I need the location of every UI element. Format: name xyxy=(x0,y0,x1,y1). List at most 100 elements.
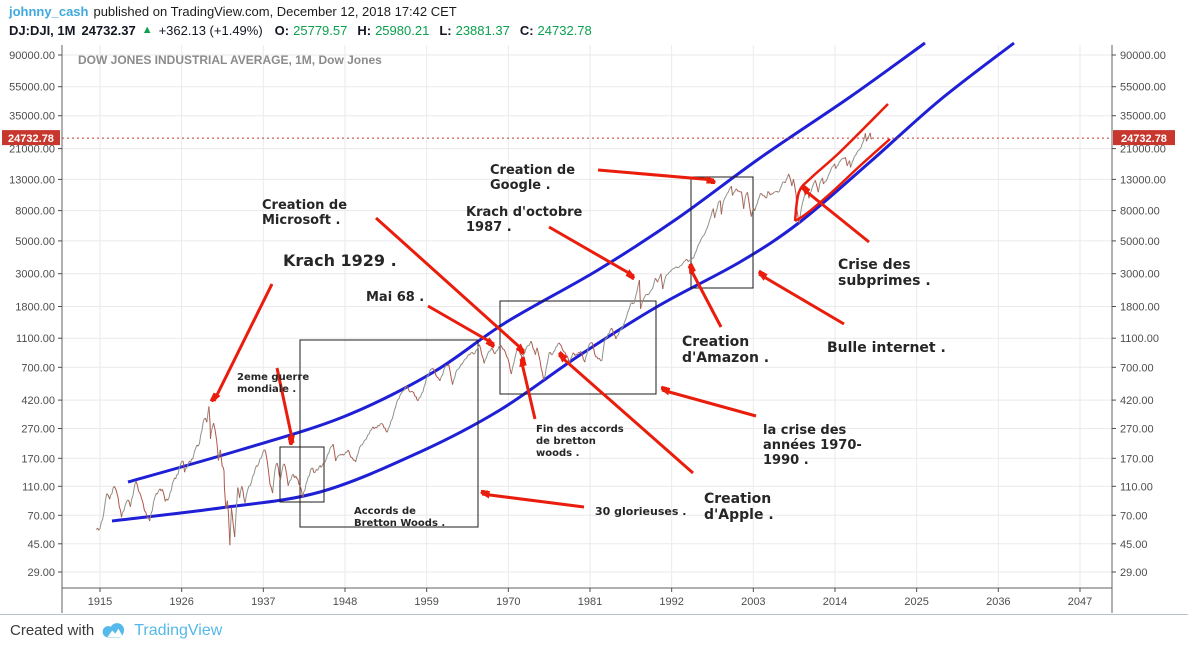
ohlc-value: 25779.57 xyxy=(293,23,348,38)
ohlc-label: O: xyxy=(274,23,290,38)
last-price-tags: 24732.78 24732.78 xyxy=(2,130,1175,146)
label-2eme-guerre-mondiale: 2eme guerre mondiale . xyxy=(237,372,309,395)
chart-title: DOW JONES INDUSTRIAL AVERAGE, 1M, Dow Jo… xyxy=(78,53,382,67)
y-tick-label: 13000.00 xyxy=(9,174,55,186)
megaphone-lower-curve xyxy=(794,138,891,223)
publish-info-line: johnny_cash published on TradingView.com,… xyxy=(9,4,592,19)
y-tick-label: 8000.00 xyxy=(15,206,55,218)
y-tick-label: 420.00 xyxy=(1120,395,1154,407)
last-price-value: 24732.37 xyxy=(81,23,136,38)
y-tick-label: 110.00 xyxy=(22,481,55,493)
y-tick-label: 1800.00 xyxy=(1120,302,1160,314)
x-tick-label: 1937 xyxy=(251,596,275,608)
annotation-labels: Creation de Google . Creation de Microsoft … xyxy=(237,163,946,529)
y-axis-right[interactable]: 90000.00 55000.00 35000.00 21000.00 13000.00… xyxy=(1112,50,1166,579)
arrow-creation-google xyxy=(597,168,714,180)
x-tick-label: 1915 xyxy=(88,596,112,608)
label-accords-bretton-woods: Accords de Bretton Woods . xyxy=(354,506,445,529)
x-axis[interactable]: 1915 1926 1937 1948 1959 1970 1981 1992 2003 2014… xyxy=(88,588,1092,608)
arrow-30-glorieuses xyxy=(482,494,585,509)
label-krach-1929: Krach 1929 . xyxy=(283,251,397,270)
y-tick-label: 70.00 xyxy=(27,510,55,522)
y-axis-left[interactable]: 90000.00 55000.00 35000.00 21000.00 13000.00… xyxy=(9,50,62,579)
price-tag-right-value: 24732.78 xyxy=(1121,133,1167,145)
plot-border xyxy=(0,45,1188,615)
footer: Created with TradingView xyxy=(10,621,222,640)
published-text: published on TradingView.com, December 1… xyxy=(93,4,457,19)
arrow-crise-1970-1990 xyxy=(662,390,757,418)
x-tick-label: 2003 xyxy=(741,596,765,608)
y-tick-label: 1100.00 xyxy=(1120,333,1159,345)
y-tick-label: 70.00 xyxy=(1120,510,1148,522)
y-tick-label: 1800.00 xyxy=(15,302,55,314)
price-series xyxy=(95,132,873,546)
price-change: +362.13 (+1.49%) xyxy=(158,23,263,38)
username-link[interactable]: johnny_cash xyxy=(9,4,89,19)
ohlc-values: O: 25779.57 H: 25980.21 L: 23881.37 C: 24732.78 xyxy=(269,23,592,38)
y-tick-label: 90000.00 xyxy=(9,50,55,62)
label-creation-google: Creation de Google . xyxy=(490,163,575,193)
price-tag-left-value: 24732.78 xyxy=(8,133,54,145)
y-tick-label: 29.00 xyxy=(27,567,55,579)
y-tick-label: 700.00 xyxy=(21,362,55,374)
price-tag-left xyxy=(2,130,60,146)
price-line-down-segments xyxy=(97,132,872,546)
event-box-accords-bretton-era xyxy=(299,339,479,528)
y-tick-label: 55000.00 xyxy=(9,82,55,94)
event-boxes xyxy=(279,176,754,528)
ohlc-label: L: xyxy=(439,23,452,38)
y-tick-label: 21000.00 xyxy=(9,144,55,156)
y-tick-label: 420.00 xyxy=(21,395,55,407)
regression-channel xyxy=(111,41,1015,523)
arrow-creation-apple xyxy=(559,355,694,475)
label-mai-68: Mai 68 . xyxy=(366,290,424,305)
created-with-text: Created with xyxy=(10,622,95,639)
x-tick-label: 1959 xyxy=(414,596,438,608)
channel-lower-line xyxy=(111,41,1015,523)
y-tick-label: 5000.00 xyxy=(1120,236,1160,248)
symbol-info-bar: DJ:DJI, 1M 24732.37 ▲ +362.13 (+1.49%) O… xyxy=(9,23,592,38)
channel-upper-line xyxy=(127,41,926,484)
x-tick-label: 1948 xyxy=(333,596,357,608)
label-creation-microsoft: Creation de Microsoft . xyxy=(262,198,347,228)
tradingview-brand-link[interactable]: TradingView xyxy=(134,621,223,639)
label-30-glorieuses: 30 glorieuses . xyxy=(595,505,686,518)
arrow-crise-subprimes xyxy=(802,188,870,244)
arrow-krach-octobre-1987 xyxy=(548,225,634,276)
arrow-creation-microsoft xyxy=(374,216,524,351)
y-tick-label: 700.00 xyxy=(1120,362,1154,374)
event-box-crise-1970-1990-era xyxy=(499,300,657,395)
up-triangle-icon: ▲ xyxy=(141,23,153,36)
megaphone-upper-curve xyxy=(793,103,889,222)
ohlc-value: 25980.21 xyxy=(375,23,430,38)
megaphone-pattern xyxy=(793,103,891,223)
ohlc-value: 24732.78 xyxy=(537,23,592,38)
y-tick-label: 3000.00 xyxy=(1120,269,1160,281)
x-tick-label: 1970 xyxy=(496,596,520,608)
annotation-arrows xyxy=(214,168,870,509)
y-tick-label: 3000.00 xyxy=(15,269,55,281)
y-tick-label: 21000.00 xyxy=(1120,144,1166,156)
x-tick-label: 2047 xyxy=(1068,596,1092,608)
y-tick-label: 110.00 xyxy=(1120,481,1153,493)
y-tick-label: 55000.00 xyxy=(1120,82,1166,94)
arrow-mai-68 xyxy=(427,304,494,344)
y-tick-label: 1100.00 xyxy=(16,333,55,345)
x-tick-label: 1981 xyxy=(578,596,602,608)
arrow-bulle-internet xyxy=(759,274,845,326)
tradingview-logo-icon[interactable] xyxy=(100,621,128,640)
y-tick-label: 29.00 xyxy=(1120,567,1148,579)
y-tick-label: 45.00 xyxy=(27,539,55,551)
header: johnny_cash published on TradingView.com,… xyxy=(9,4,592,38)
x-tick-label: 2036 xyxy=(986,596,1010,608)
price-tag-right xyxy=(1113,130,1175,146)
ohlc-value: 23881.37 xyxy=(455,23,510,38)
y-tick-label: 8000.00 xyxy=(1120,206,1160,218)
label-bulle-internet: Bulle internet . xyxy=(827,340,946,356)
x-tick-label: 2025 xyxy=(904,596,928,608)
arrow-krach-1929 xyxy=(214,283,274,401)
arrow-fin-accords-bretton xyxy=(521,359,537,420)
ohlc-label: H: xyxy=(357,23,372,38)
